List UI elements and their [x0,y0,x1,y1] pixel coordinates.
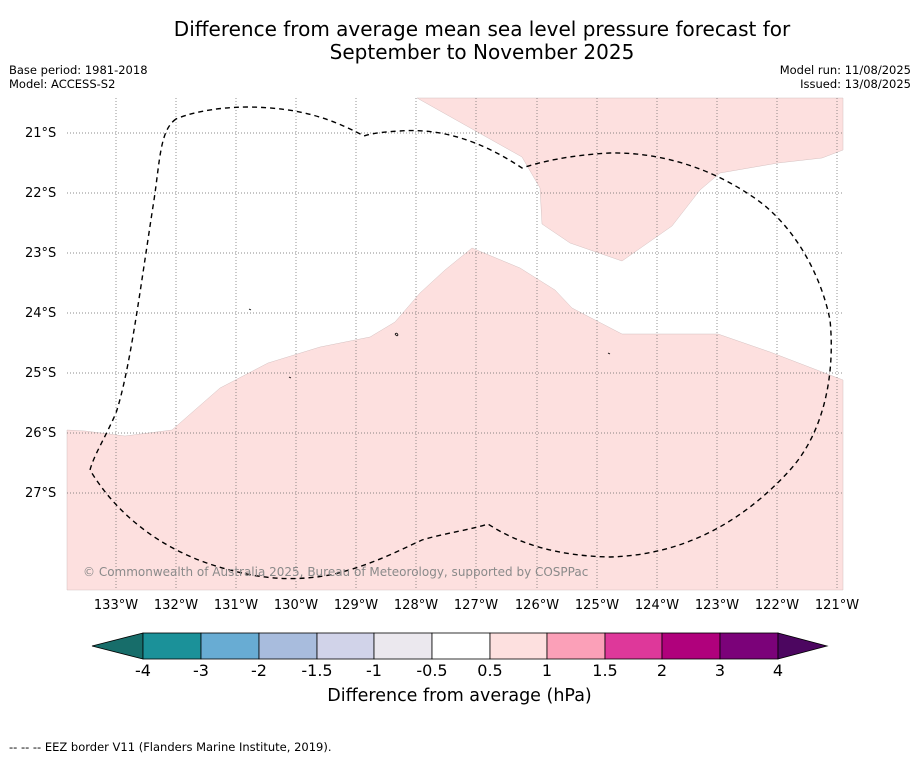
title-line-2: September to November 2025 [329,40,635,64]
colorbar-tick: -2 [251,661,267,680]
forecast-shading [66,97,844,591]
meta-right: Model run: 11/08/2025 Issued: 13/08/2025 [780,63,911,91]
colorbar-extend-high [777,632,829,660]
colorbar-segment [316,632,375,660]
lon-label-133w: 133°W [93,598,139,613]
colorbar-tick: 1.5 [592,661,618,680]
colorbar-tick: 0.5 [477,661,503,680]
copyright-text: © Commonwealth of Australia 2025, Bureau… [83,565,589,579]
map-area [66,97,844,591]
colorbar-tick: 4 [772,661,784,680]
meta-left: Base period: 1981-2018 Model: ACCESS-S2 [9,63,148,91]
lat-label-24s: 24°S [25,306,57,321]
colorbar-segments [91,632,829,660]
colorbar-tick: 1 [541,661,553,680]
title-line-1: Difference from average mean sea level p… [173,17,791,41]
colorbar-label: Difference from average (hPa) [327,686,592,706]
colorbar-extend-low [91,632,144,660]
lon-label-126w: 126°W [514,598,560,613]
colorbar-tick: -0.5 [416,661,448,680]
lon-label-125w: 125°W [574,598,620,613]
issued-text: Issued: 13/08/2025 [800,77,911,91]
lon-label-121w: 121°W [814,598,860,613]
lat-label-23s: 23°S [25,246,57,261]
lat-label-25s: 25°S [25,366,57,381]
lon-label-124w: 124°W [634,598,680,613]
colorbar-segment [431,632,491,660]
map-title: Difference from average mean sea level p… [0,18,919,64]
lat-label-21s: 21°S [25,126,57,141]
model-run-text: Model run: 11/08/2025 [779,63,911,77]
lat-label-26s: 26°S [25,426,57,441]
lon-label-122w: 122°W [754,598,800,613]
colorbar-segment [489,632,548,660]
land-region-south [66,247,844,591]
colorbar-tick: 3 [714,661,726,680]
lon-label-128w: 128°W [393,598,439,613]
colorbar-tick: 2 [656,661,668,680]
colorbar-segment [142,632,202,660]
colorbar-segment [604,632,663,660]
colorbar-segment [661,632,721,660]
land-region-north [416,97,844,262]
colorbar-tick: -3 [193,661,209,680]
lat-label-22s: 22°S [25,186,57,201]
model-text: Model: ACCESS-S2 [9,77,116,91]
lon-label-130w: 130°W [273,598,319,613]
lat-label-27s: 27°S [25,486,57,501]
graticule [67,98,843,590]
colorbar-segment [258,632,318,660]
eez-footnote: -- -- -- EEZ border V11 (Flanders Marine… [9,740,332,754]
colorbar-tick: -1 [366,661,382,680]
colorbar-segment [200,632,260,660]
colorbar-tick: -1.5 [301,661,333,680]
lon-label-129w: 129°W [333,598,379,613]
lon-label-127w: 127°W [453,598,499,613]
island-markers [248,308,611,379]
colorbar-segment [546,632,606,660]
colorbar-tick: -4 [135,661,151,680]
lon-label-132w: 132°W [153,598,199,613]
lon-label-123w: 123°W [694,598,740,613]
colorbar-segment [373,632,433,660]
colorbar-segment [719,632,779,660]
eez-border [89,106,832,580]
base-period-text: Base period: 1981-2018 [9,63,148,77]
lon-label-131w: 131°W [213,598,259,613]
